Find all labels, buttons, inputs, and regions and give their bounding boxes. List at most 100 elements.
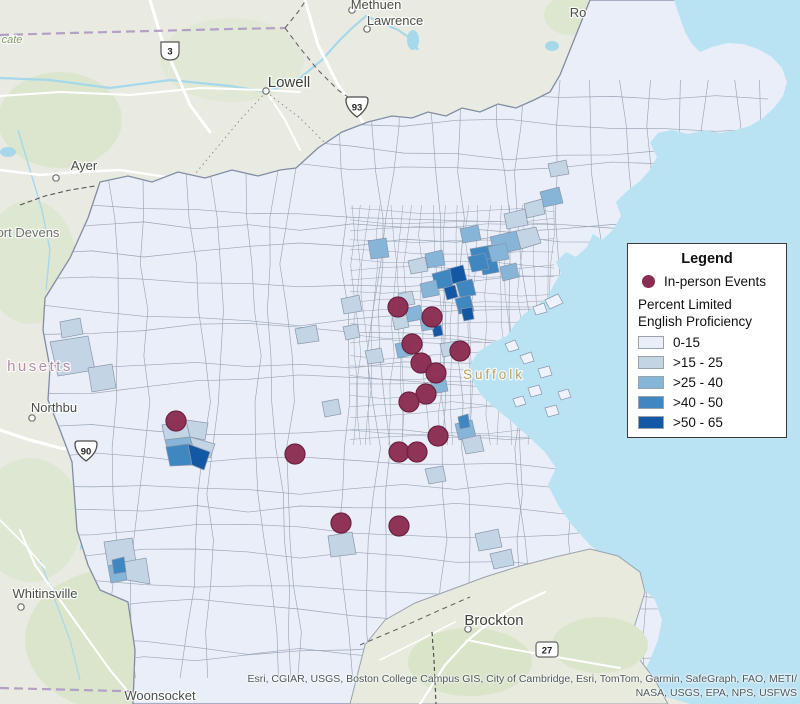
in-person-event-dot[interactable]	[401, 333, 423, 355]
legend-layer-title: Percent Limited English Proficiency	[638, 297, 753, 329]
interstate-shield-93-icon: 93	[345, 96, 369, 118]
tract-line	[349, 426, 555, 436]
class-swatch-2	[638, 376, 664, 389]
town-circle-icon	[262, 87, 270, 95]
tract-line	[205, 79, 224, 679]
tract-class-1	[185, 419, 209, 441]
in-person-event-dot[interactable]	[427, 425, 449, 447]
event-dots-layer	[165, 296, 471, 537]
tract-class-2	[424, 249, 446, 269]
in-person-event-dot[interactable]	[421, 306, 443, 328]
tract-line	[350, 204, 362, 446]
class-swatch-3	[638, 396, 664, 409]
town-circle-icon	[464, 625, 472, 633]
in-person-event-dot[interactable]	[415, 383, 437, 405]
tract-line	[349, 207, 555, 214]
tract-class-2	[459, 224, 482, 244]
tract-class-3	[455, 278, 477, 298]
legend-events-row: In-person Events	[638, 274, 776, 289]
legend-panel: Legend In-person Events Percent Limited …	[627, 243, 787, 438]
place-label-northbu: Northbu	[31, 400, 77, 415]
tract-line	[349, 298, 555, 304]
in-person-event-dot[interactable]	[398, 391, 420, 413]
legend-title: Legend	[681, 251, 733, 267]
in-person-event-dot[interactable]	[387, 296, 409, 318]
town-circle-icon	[52, 174, 60, 182]
tract-class-2	[499, 262, 520, 282]
tract-class-3	[111, 556, 127, 575]
tract-line	[366, 79, 400, 679]
place-label-woonsocket: Woonsocket	[124, 688, 196, 703]
tract-class-1	[87, 363, 117, 393]
town-circle-icon	[348, 6, 356, 14]
legend-class-row: 0-15	[638, 335, 776, 350]
place-label-methuen: Methuen	[351, 0, 402, 12]
place-label-lawrence: Lawrence	[367, 13, 423, 28]
tract-class-1	[503, 208, 529, 230]
tract-class-2	[367, 237, 390, 260]
place-label-ort-devens: ort Devens	[0, 225, 60, 240]
place-label-whitinsville: Whitinsville	[12, 586, 77, 601]
tract-line	[388, 204, 404, 446]
tract-class-1	[327, 531, 357, 558]
svg-text:90: 90	[81, 447, 92, 458]
tract-class-1	[461, 434, 485, 455]
place-label-ro: Ro	[570, 5, 587, 20]
harbor-islands	[504, 293, 572, 418]
in-person-event-dot[interactable]	[449, 340, 471, 362]
legend-class-row: >50 - 65	[638, 415, 776, 430]
in-person-event-dot[interactable]	[165, 410, 187, 432]
tract-line	[179, 79, 211, 679]
tract-line	[333, 79, 353, 679]
in-person-event-dot[interactable]	[330, 512, 352, 534]
in-person-event-dot[interactable]	[284, 443, 306, 465]
basemap-railroads	[189, 91, 331, 181]
interstate-shield-90-icon: 90	[74, 440, 98, 462]
attribution-line-2: NASA, USGS, EPA, NPS, USFWS	[635, 687, 797, 699]
town-circle-icon	[28, 414, 36, 422]
in-person-event-dot[interactable]	[406, 441, 428, 463]
tract-class-3	[457, 413, 471, 430]
place-label-brockton: Brockton	[464, 612, 523, 629]
attribution-line-1: Esri, CGIAR, USGS, Boston College Campus…	[247, 673, 797, 685]
legend-class-row: >15 - 25	[638, 355, 776, 370]
tract-line	[457, 79, 471, 679]
tract-class-1	[424, 465, 447, 485]
in-person-events-dot-icon	[642, 275, 655, 288]
tract-class-3	[165, 443, 193, 467]
class-swatch-1	[638, 356, 664, 369]
tract-line	[349, 258, 555, 269]
route-shields: 93 90 3 27	[74, 41, 559, 658]
town-circle-icon	[17, 603, 25, 611]
tract-class-1	[294, 324, 320, 345]
tract-line	[349, 434, 555, 440]
tract-line	[349, 305, 555, 313]
tract-class-4	[443, 284, 459, 301]
tract-line	[439, 204, 449, 446]
tract-class-2	[487, 242, 510, 263]
tract-class-1	[515, 226, 542, 250]
tract-class-1	[489, 548, 515, 570]
in-person-event-dot[interactable]	[388, 441, 410, 463]
tract-line	[43, 580, 769, 599]
place-label-lowell: Lowell	[268, 74, 311, 91]
in-person-event-dot[interactable]	[388, 515, 410, 537]
place-label-suffolk: Suffolk	[463, 367, 525, 382]
tract-class-1	[547, 159, 570, 178]
svg-text:3: 3	[167, 47, 172, 58]
in-person-event-dot[interactable]	[410, 352, 432, 374]
legend-class-row: >25 - 40	[638, 375, 776, 390]
tract-line	[433, 204, 445, 446]
class-swatch-0	[638, 336, 664, 349]
tract-line	[464, 204, 472, 446]
tract-line	[467, 204, 479, 446]
place-label-husetts: husetts	[7, 358, 73, 375]
tract-class-1	[474, 528, 503, 552]
legend-class-row: >40 - 50	[638, 395, 776, 410]
in-person-event-dot[interactable]	[425, 362, 447, 384]
tract-class-1	[59, 317, 84, 339]
town-circle-icon	[363, 25, 371, 33]
class-swatch-4	[638, 416, 664, 429]
